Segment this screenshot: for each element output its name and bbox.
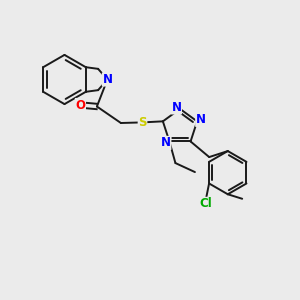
Text: Cl: Cl [200, 197, 212, 210]
Text: N: N [196, 113, 206, 126]
Text: N: N [102, 73, 112, 86]
Text: O: O [75, 98, 85, 112]
Text: N: N [171, 101, 182, 114]
Text: N: N [161, 136, 171, 149]
Text: S: S [138, 116, 147, 129]
